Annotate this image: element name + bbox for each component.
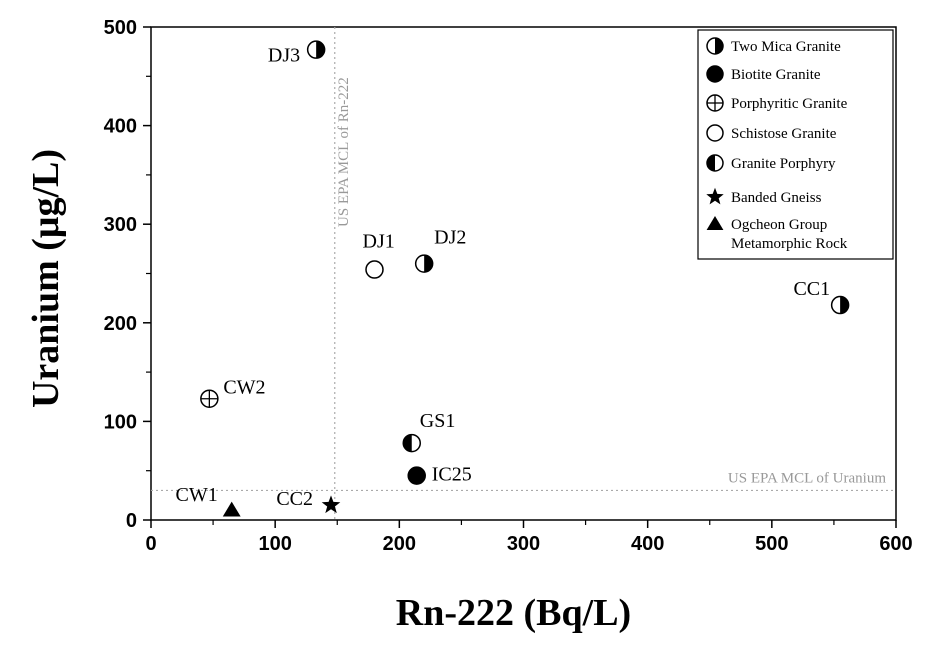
x-tick-label: 300	[507, 533, 540, 555]
marker-fill	[715, 38, 723, 54]
legend-label: Porphyritic Granite	[731, 96, 848, 112]
marker-shape	[706, 124, 724, 142]
legend-box	[697, 29, 894, 260]
marker-fill	[424, 255, 433, 273]
x-tick-label: 400	[631, 533, 664, 555]
point-label-ic25: IC25	[432, 464, 472, 486]
point-label-gs1: GS1	[420, 410, 456, 432]
point-label-dj3: DJ3	[268, 45, 300, 67]
marker-shape	[222, 501, 241, 517]
reference-label-uranium: US EPA MCL of Uranium	[728, 470, 886, 486]
marker-fill	[316, 41, 325, 59]
x-tick-label: 600	[879, 533, 912, 555]
data-point-gs1	[402, 433, 421, 453]
legend-label: Two Mica Granite	[731, 39, 841, 55]
legend-label: Biotite Granite	[731, 67, 821, 83]
legend-marker	[706, 124, 724, 142]
point-label-cc2: CC2	[276, 488, 313, 510]
legend-label: Schistose Granite	[731, 126, 837, 142]
x-tick-label: 0	[145, 533, 156, 555]
data-point-ic25	[407, 466, 426, 485]
data-points: DJ3 DJ2 CC1 IC25 CW2 DJ1 GS1 CC2 CW1	[175, 40, 850, 517]
legend-label-line: Two Mica Granite	[731, 39, 841, 55]
y-tick-label: 300	[104, 214, 137, 236]
data-point-dj3	[306, 40, 326, 59]
legend-label: Granite Porphyry	[731, 156, 836, 172]
y-tick-label: 0	[126, 510, 137, 532]
marker-fill	[840, 296, 849, 314]
y-tick-label: 100	[104, 411, 137, 433]
x-tick-label: 200	[383, 533, 416, 555]
legend-marker	[706, 187, 724, 205]
legend-label: Banded Gneiss	[731, 190, 822, 206]
legend-label-line: Metamorphic Rock	[731, 236, 848, 252]
y-tick-label: 500	[104, 17, 137, 39]
x-tick-label: 100	[258, 533, 291, 555]
legend-marker	[706, 154, 724, 172]
legend-marker	[706, 65, 724, 83]
marker-fill	[707, 155, 715, 171]
data-point-dj2	[414, 254, 434, 273]
data-point-cc2	[321, 495, 341, 514]
legend-marker	[706, 94, 724, 112]
legend-marker	[706, 216, 724, 230]
x-tick-label: 500	[755, 533, 788, 555]
legend-label-line: Granite Porphyry	[731, 156, 836, 172]
y-tick-label: 200	[104, 313, 137, 335]
legend-label-line: Biotite Granite	[731, 67, 821, 83]
data-point-dj1	[365, 260, 384, 279]
y-axis-title: Uranium (μg/L)	[25, 149, 67, 408]
legend-label-line: Porphyritic Granite	[731, 96, 848, 112]
point-label-cw2: CW2	[223, 377, 265, 399]
marker-shape	[706, 216, 724, 230]
point-label-dj2: DJ2	[434, 227, 466, 249]
legend-label: Ogcheon Group Metamorphic Rock	[731, 217, 848, 252]
legend-marker	[706, 37, 724, 55]
data-point-cc1	[830, 295, 850, 315]
point-label-cw1: CW1	[175, 484, 217, 506]
marker-shape	[706, 187, 724, 205]
legend-label-line: Schistose Granite	[731, 126, 837, 142]
point-label-dj1: DJ1	[363, 231, 395, 253]
data-point-cw2	[200, 389, 219, 408]
point-label-cc1: CC1	[793, 278, 830, 300]
marker-fill	[403, 434, 412, 452]
marker-shape	[706, 65, 724, 83]
legend: Two Mica Granite Biotite Granite Porphyrit…	[697, 29, 894, 260]
reference-label-rn222: US EPA MCL of Rn-222	[336, 77, 352, 227]
legend-label-line: Ogcheon Group	[731, 217, 827, 233]
x-axis-title: Rn-222 (Bq/L)	[396, 592, 631, 634]
legend-label-line: Banded Gneiss	[731, 190, 822, 206]
marker-shape	[365, 260, 384, 279]
y-tick-label: 400	[104, 116, 137, 138]
marker-shape	[407, 466, 426, 485]
marker-shape	[321, 495, 341, 514]
data-point-cw1	[222, 501, 241, 517]
